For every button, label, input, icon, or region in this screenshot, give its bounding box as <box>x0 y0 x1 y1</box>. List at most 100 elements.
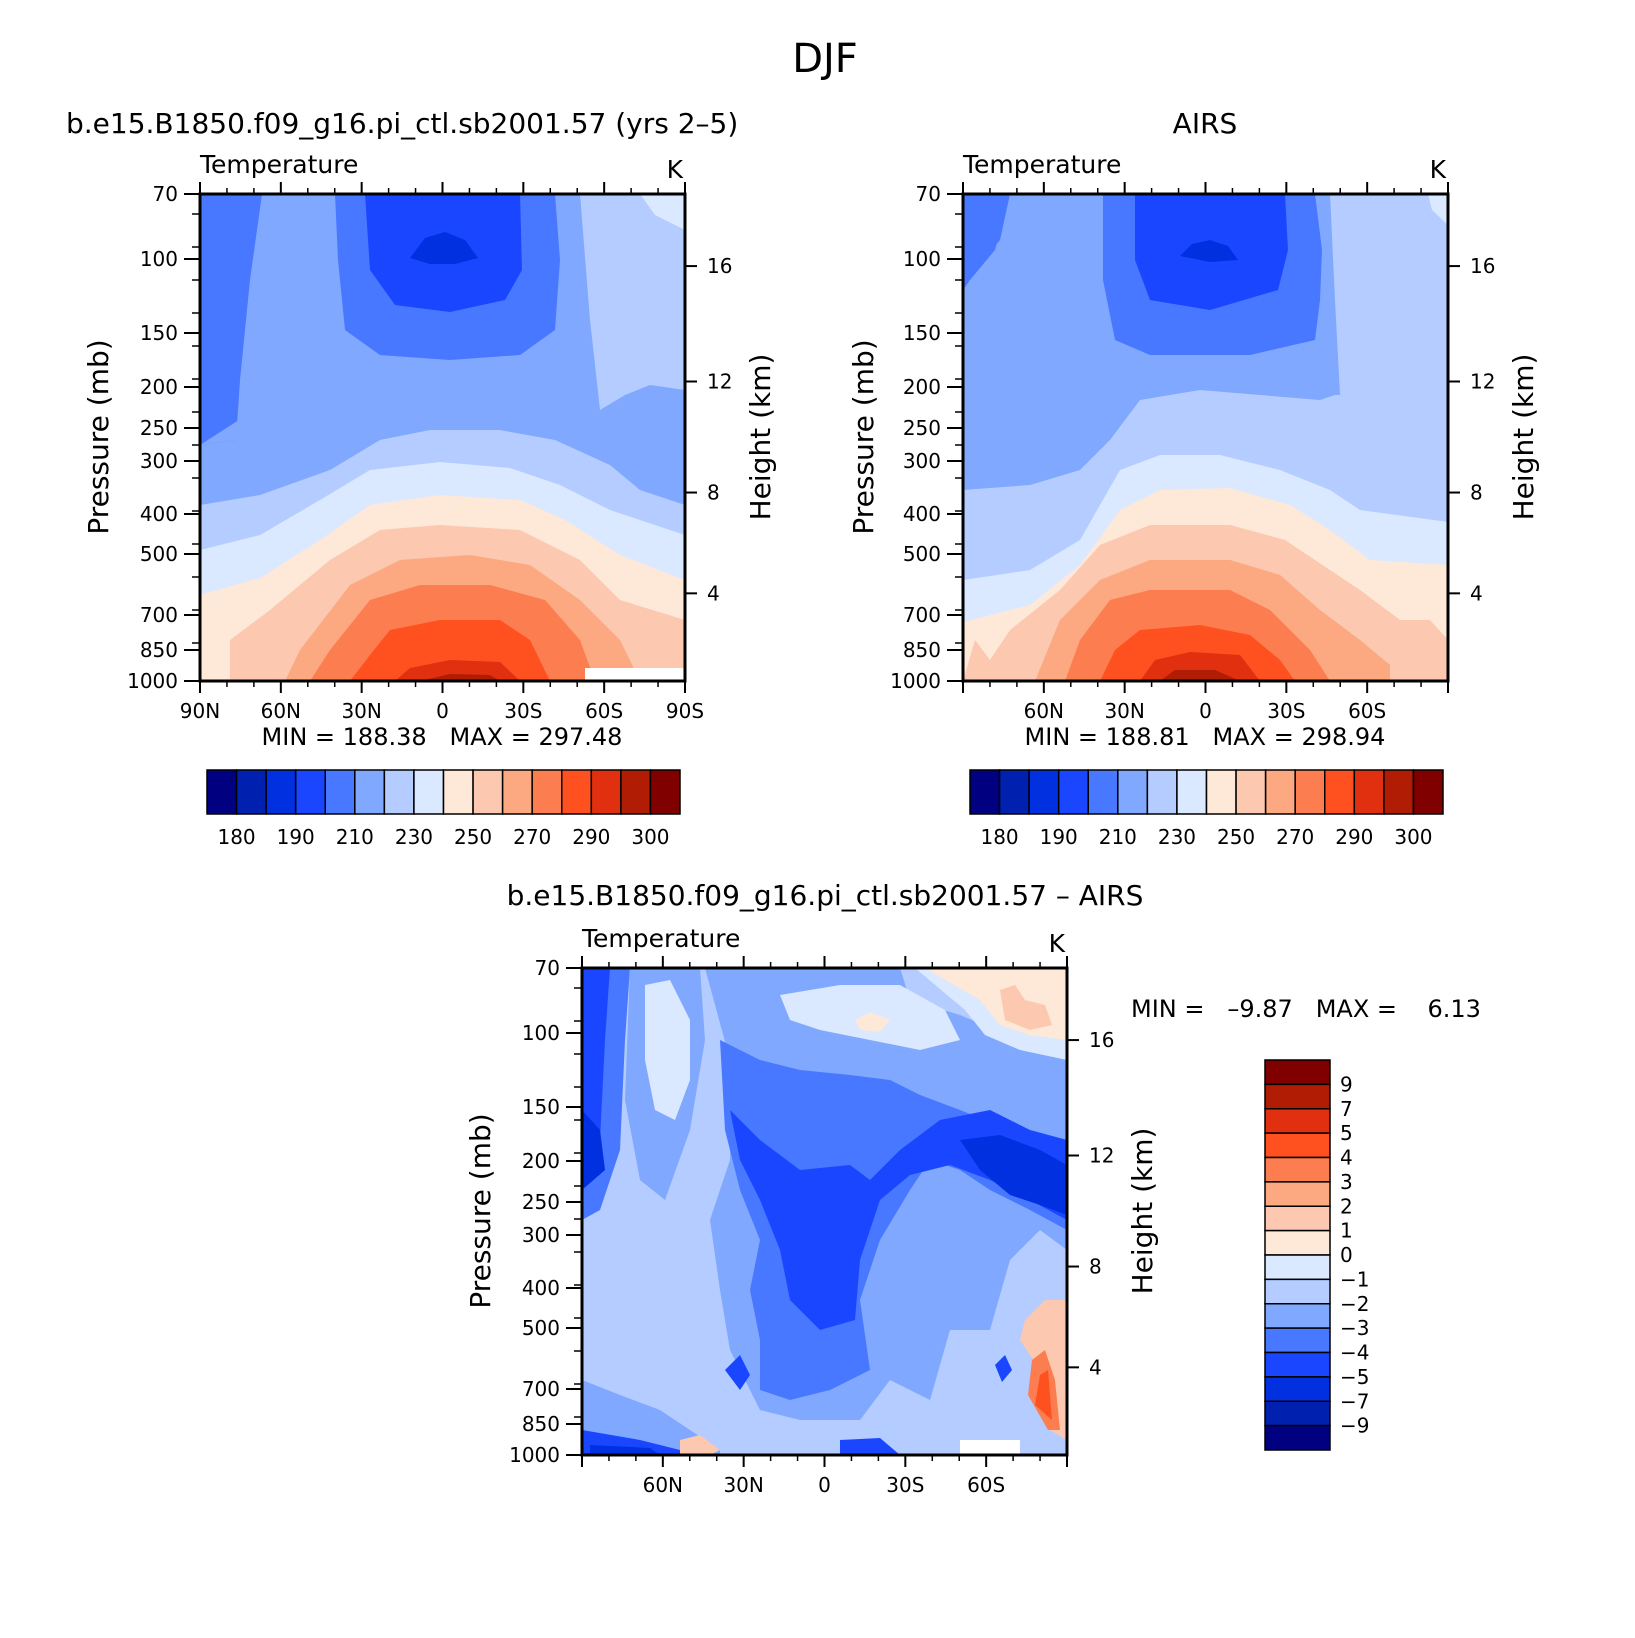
panel-model-colorbar: 180 190 210 230 250 270 290 300 <box>206 769 681 849</box>
panel-model-lat-tick-label: 90N <box>180 699 220 723</box>
panel-diff-ylabel: Pressure (mb) <box>464 1113 497 1308</box>
panel-model-pressure-tick-label: 1000 <box>127 669 178 693</box>
panel-obs-colorbar-swatch <box>1324 769 1356 815</box>
panel-obs-pressure-tick-label: 70 <box>916 182 941 206</box>
panel-model-colorbar-label: 250 <box>454 825 492 849</box>
panel-diff-colorbar-label: −5 <box>1340 1365 1369 1389</box>
panel-obs-colorbar-label: 180 <box>980 825 1018 849</box>
panel-diff-units: K <box>1049 929 1066 958</box>
panel-model-colorbar-swatch <box>294 769 326 815</box>
panel-obs-axes: 70 100 150 200 250 300 400 500 700 850 1000 16 12 8 4 6… <box>890 182 1495 723</box>
panel-model-minmax: MIN = 188.38 MAX = 297.48 <box>262 723 623 751</box>
panel-obs-colorbar-swatch <box>1205 769 1237 815</box>
panel-model-height-tick-label: 8 <box>707 481 720 505</box>
panel-diff-colorbar-swatch <box>1264 1254 1331 1281</box>
panel-obs-colorbar-swatch <box>1264 769 1296 815</box>
panel-model-pressure-tick-label: 500 <box>140 542 178 566</box>
panel-obs-colorbar-swatch <box>1176 769 1208 815</box>
panel-model-colorbar-label: 270 <box>513 825 551 849</box>
panel-model-lat-tick-label: 0 <box>436 699 449 723</box>
panel-model-colorbar-swatch <box>531 769 563 815</box>
panel-model-colorbar-label: 300 <box>631 825 669 849</box>
panel-obs-ylabel-right: Height (km) <box>1507 354 1540 521</box>
panel-obs-pressure-tick-label: 500 <box>903 542 941 566</box>
panel-diff-colorbar-label: 4 <box>1340 1146 1353 1170</box>
panel-model-colorbar-label: 230 <box>395 825 433 849</box>
panel-obs-height-tick-label: 8 <box>1470 481 1483 505</box>
panel-diff-colorbar-label: −9 <box>1340 1414 1369 1438</box>
panel-model-colorbar-swatch <box>413 769 445 815</box>
panel-obs-pressure-tick-label: 700 <box>903 603 941 627</box>
panel-diff-colorbar-swatch <box>1264 1351 1331 1378</box>
panel-model-pressure-tick-label: 850 <box>140 638 178 662</box>
panel-obs-lat-tick-label: 0 <box>1199 699 1212 723</box>
panel-model-colorbar-swatch <box>501 769 533 815</box>
panel-model-height-tick-label: 4 <box>707 581 720 605</box>
panel-model: b.e15.B1850.f09_g16.pi_ctl.sb2001.57 (yr… <box>66 107 777 849</box>
panel-diff-colorbar-swatch <box>1264 1424 1331 1451</box>
panel-obs-colorbar-label: 270 <box>1276 825 1314 849</box>
panel-obs-colorbar-swatch <box>1087 769 1119 815</box>
panel-obs-colorbar-swatch <box>1117 769 1149 815</box>
panel-diff-lat-tick-label: 60N <box>643 1473 683 1497</box>
panel-model-pressure-tick-label: 100 <box>140 247 178 271</box>
panel-diff: b.e15.B1850.f09_g16.pi_ctl.sb2001.57 – A… <box>464 879 1481 1497</box>
panel-obs-height-tick-label: 16 <box>1470 254 1495 278</box>
panel-obs-units: K <box>1430 155 1447 184</box>
panel-model-ylabel: Pressure (mb) <box>82 339 115 534</box>
panel-diff-minmax: MIN = –9.87 MAX = 6.13 <box>1131 995 1481 1023</box>
panel-diff-pressure-tick-label: 1000 <box>509 1443 560 1467</box>
panel-diff-lat-tick-label: 0 <box>818 1473 831 1497</box>
panel-diff-height-tick-label: 12 <box>1089 1143 1114 1167</box>
panel-model-colorbar-swatch <box>206 769 238 815</box>
panel-diff-colorbar-swatch <box>1264 1181 1331 1207</box>
panel-model-pressure-tick-label: 700 <box>140 603 178 627</box>
panel-diff-pressure-tick-label: 70 <box>535 956 560 980</box>
panel-diff-colorbar-label: −4 <box>1340 1341 1369 1365</box>
panel-model-units: K <box>667 155 684 184</box>
panel-diff-pressure-tick-label: 200 <box>522 1149 560 1173</box>
panel-obs-pressure-tick-label: 250 <box>903 416 941 440</box>
panel-diff-colorbar-label: 0 <box>1340 1243 1353 1267</box>
panel-obs-lat-tick-label: 60N <box>1024 699 1064 723</box>
panel-diff-colorbar-label: −1 <box>1340 1267 1369 1291</box>
panel-diff-pressure-tick-label: 400 <box>522 1276 560 1300</box>
panel-diff-colorbar-swatch <box>1264 1229 1331 1256</box>
panel-obs-colorbar: 180 190 210 230 250 270 290 300 <box>969 769 1444 849</box>
panel-obs-pressure-tick-label: 300 <box>903 449 941 473</box>
panel-model-colorbar-swatch <box>620 769 652 815</box>
panel-diff-pressure-tick-label: 850 <box>522 1412 560 1436</box>
panel-model-colorbar-swatch <box>442 769 474 815</box>
panel-diff-colorbar-swatch <box>1264 1327 1331 1354</box>
panel-diff-colorbar-swatch <box>1264 1400 1331 1427</box>
panel-obs-colorbar-label: 190 <box>1040 825 1078 849</box>
panel-diff-pressure-tick-label: 100 <box>522 1021 560 1045</box>
panel-diff-lat-tick-label: 30S <box>886 1473 924 1497</box>
panel-model-colorbar-swatch <box>472 769 504 815</box>
panel-diff-colorbar-label: 1 <box>1340 1219 1353 1243</box>
panel-model-lat-tick-label: 60S <box>585 699 623 723</box>
panel-model-colorbar-swatch <box>383 769 415 815</box>
panel-obs-lat-tick-label: 30N <box>1104 699 1144 723</box>
panel-obs-pressure-tick-label: 150 <box>903 321 941 345</box>
panel-obs-colorbar-swatch <box>1235 769 1267 815</box>
panel-diff-plot-area <box>582 968 1067 1455</box>
panel-model-lat-tick-label: 60N <box>261 699 301 723</box>
panel-obs-lat-tick-label: 30S <box>1267 699 1305 723</box>
panel-diff-colorbar-label: 3 <box>1340 1170 1353 1194</box>
panel-model-plot-area <box>200 194 685 681</box>
panel-diff-axes: 70 100 150 200 250 300 400 500 700 850 1000 16 12 8 4 6… <box>509 956 1114 1497</box>
panel-obs-colorbar-label: 250 <box>1217 825 1255 849</box>
panel-diff-colorbar-swatch <box>1264 1278 1331 1305</box>
panel-diff-height-tick-label: 16 <box>1089 1028 1114 1052</box>
panel-obs-pressure-tick-label: 400 <box>903 502 941 526</box>
panel-diff-colorbar-label: −2 <box>1340 1292 1369 1316</box>
panel-obs-colorbar-label: 290 <box>1335 825 1373 849</box>
panel-model-colorbar-swatch <box>265 769 297 815</box>
panel-diff-colorbar-swatch <box>1264 1156 1331 1183</box>
panel-diff-variable: Temperature <box>581 924 740 953</box>
panel-model-ylabel-right: Height (km) <box>744 354 777 521</box>
panel-model-axes: 70 100 150 200 250 300 400 500 700 850 1000 16 12 8 4 9… <box>127 182 732 723</box>
panel-diff-lat-tick-label: 60S <box>967 1473 1005 1497</box>
panel-obs-colorbar-swatch <box>998 769 1030 815</box>
